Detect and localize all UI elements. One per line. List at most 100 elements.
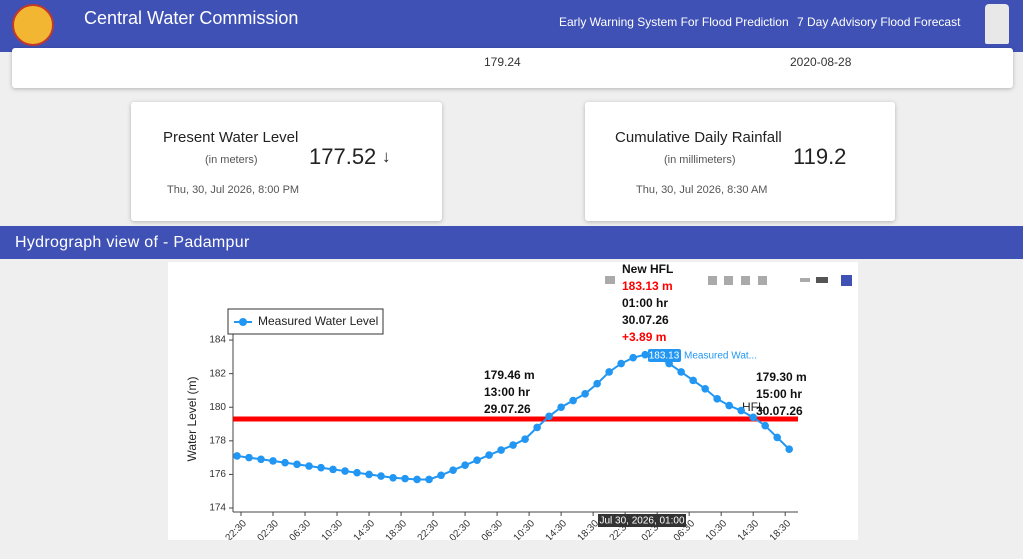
- data-point: [677, 368, 685, 376]
- x-tick-label: 18:30: [576, 518, 602, 540]
- card-unit: (in meters): [205, 154, 258, 166]
- data-point: [293, 460, 301, 469]
- x-tick-label: 06:30: [480, 518, 506, 540]
- x-tick-label: 10:30: [704, 518, 730, 540]
- data-point: [737, 406, 745, 415]
- logo[interactable]: [12, 4, 54, 46]
- nav-link[interactable]: 7 Day Advisory Flood Forecast: [797, 15, 961, 29]
- annotation: 29.07.26: [484, 402, 531, 416]
- data-point: [641, 350, 649, 359]
- data-point: [245, 453, 253, 462]
- data-point: [569, 396, 577, 405]
- x-tick-label: 18:30: [768, 518, 794, 540]
- section-title: Hydrograph view of - Padampur: [0, 226, 1023, 259]
- card-time: Thu, 30, Jul 2026, 8:00 PM: [167, 184, 300, 196]
- toolbar-icon[interactable]: [816, 277, 828, 283]
- y-tick-label: 180: [209, 402, 226, 413]
- data-point: [629, 353, 637, 362]
- data-point: [257, 455, 265, 464]
- card-time: Thu, 30, Jul 2026, 8:30 AM: [636, 184, 768, 196]
- data-point: [689, 376, 697, 385]
- annotation: +3.89 m: [622, 330, 666, 344]
- y-tick-label: 184: [209, 335, 226, 346]
- x-tick-label: 14:30: [544, 518, 570, 540]
- app-title[interactable]: Central Water Commission: [84, 8, 299, 28]
- data-point: [557, 403, 565, 412]
- x-tick-label: 06:30: [288, 518, 314, 540]
- data-point: [389, 473, 397, 482]
- annotation: 179.46 m: [484, 368, 535, 382]
- x-tick-label: 22:30: [224, 518, 250, 540]
- annotation: 15:00 hr: [756, 387, 802, 401]
- y-tick-label: 178: [209, 435, 226, 446]
- chart: Water Level (m) 174 176 178 180 182 184 22:30 0…: [168, 262, 858, 540]
- y-tick-label: 182: [209, 368, 226, 379]
- x-tick-label: 02:30: [448, 518, 474, 540]
- card-value: 119.2: [793, 144, 847, 169]
- toolbar-icon[interactable]: [741, 276, 750, 285]
- legend-label: Measured Water Level: [258, 314, 378, 328]
- trend-arrow: ↓: [382, 147, 391, 166]
- toolbar-icon[interactable]: [800, 278, 810, 282]
- data-point: [593, 379, 601, 388]
- x-tick-label: 14:30: [736, 518, 762, 540]
- toolbar-icon[interactable]: [841, 275, 852, 286]
- annotation: 179.30 m: [756, 370, 807, 384]
- hfl-label: HFL: [742, 400, 765, 414]
- rainfall-card: Cumulative Daily Rainfall (in millimeter…: [585, 102, 895, 221]
- tooltip-value: 183.13: [649, 351, 680, 362]
- annotation: 183.13 m: [622, 279, 673, 293]
- emblem: [985, 4, 1009, 44]
- data-point: [413, 475, 421, 484]
- toolbar-icon[interactable]: [708, 276, 717, 285]
- card-title: Present Water Level: [163, 129, 299, 146]
- data-point: [617, 359, 625, 368]
- data-point: [305, 462, 313, 470]
- x-tick-label: 02:30: [256, 518, 282, 540]
- annotation: 01:00 hr: [622, 296, 668, 310]
- data-point: [785, 445, 793, 454]
- tooltip-box: [648, 349, 681, 362]
- toolbar-icon[interactable]: [758, 276, 767, 285]
- x-tick-label: 18:30: [384, 518, 410, 540]
- hover-x-label: Jul 30, 2026, 01:00: [599, 516, 685, 527]
- data-point: [233, 452, 241, 460]
- data-point: [449, 466, 457, 475]
- data-point: [281, 458, 289, 467]
- data-point: [341, 467, 349, 475]
- summary-value: 179.24: [484, 55, 521, 69]
- data-point: [401, 474, 409, 483]
- data-point: [425, 475, 433, 484]
- data-point: [605, 368, 613, 376]
- data-point: [485, 451, 493, 459]
- nav-link[interactable]: Early Warning System For Flood Predictio…: [559, 15, 789, 29]
- data-point: [509, 441, 517, 449]
- data-point: [713, 395, 721, 403]
- legend-box: [227, 308, 384, 335]
- water-level-card: Present Water Level (in meters) 177.52 ↓…: [131, 102, 442, 221]
- data-point: [329, 465, 337, 474]
- toolbar-icon[interactable]: [724, 276, 733, 285]
- y-axis-label: Water Level (m): [185, 377, 199, 462]
- x-tick-label: 10:30: [512, 518, 538, 540]
- toolbar: [605, 275, 852, 286]
- data-point: [521, 435, 529, 443]
- data-point: [437, 471, 445, 480]
- data-point: [773, 433, 781, 442]
- summary-value: 2020-08-28: [790, 55, 852, 69]
- card-title: Cumulative Daily Rainfall: [615, 129, 782, 146]
- toolbar-icon[interactable]: [605, 276, 615, 284]
- tooltip-series: Measured Wat...: [684, 351, 757, 362]
- card-unit: (in millimeters): [664, 154, 736, 166]
- header: Central Water Commission Early Warning S…: [0, 0, 1023, 52]
- annotation: 13:00 hr: [484, 385, 530, 399]
- data-point: [581, 390, 589, 398]
- hover-x-box: [598, 514, 686, 527]
- annotation: New HFL: [622, 262, 673, 276]
- legend-marker: [239, 318, 247, 326]
- data-point: [377, 472, 385, 480]
- y-tick-label: 176: [209, 469, 226, 480]
- data-point: [473, 456, 481, 464]
- data-point: [269, 457, 277, 465]
